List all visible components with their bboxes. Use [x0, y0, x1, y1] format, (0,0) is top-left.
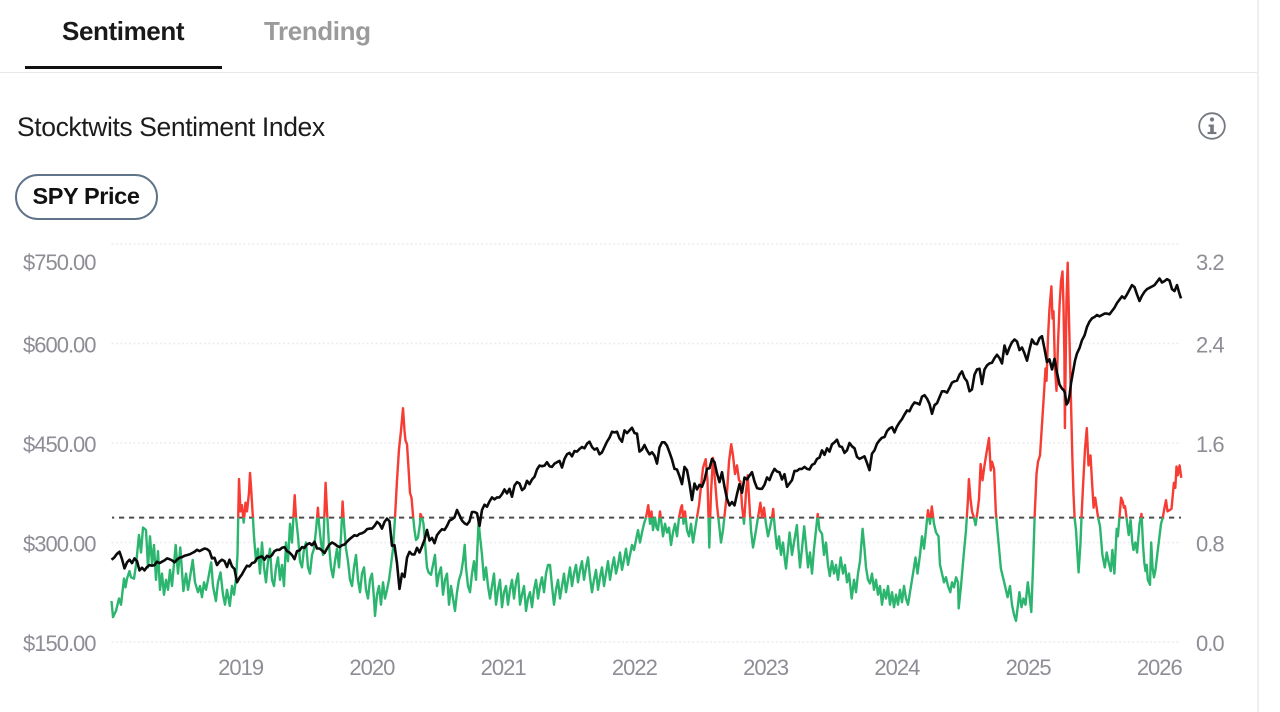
svg-text:0.8: 0.8 [1196, 532, 1224, 557]
svg-text:1.6: 1.6 [1196, 432, 1224, 457]
svg-text:2025: 2025 [1006, 655, 1052, 680]
svg-text:$450.00: $450.00 [23, 432, 96, 457]
svg-text:$150.00: $150.00 [23, 631, 96, 656]
svg-text:2024: 2024 [874, 655, 920, 680]
svg-text:$750.00: $750.00 [23, 250, 96, 275]
svg-text:$600.00: $600.00 [23, 333, 96, 358]
svg-text:2023: 2023 [743, 655, 789, 680]
svg-text:2022: 2022 [612, 655, 658, 680]
svg-text:0.0: 0.0 [1196, 631, 1224, 656]
svg-text:2020: 2020 [349, 655, 395, 680]
svg-text:2021: 2021 [481, 655, 527, 680]
svg-text:3.2: 3.2 [1196, 250, 1224, 275]
svg-text:$300.00: $300.00 [23, 532, 96, 557]
svg-text:2026: 2026 [1137, 655, 1183, 680]
svg-text:2.4: 2.4 [1196, 333, 1224, 358]
svg-text:2019: 2019 [218, 655, 264, 680]
